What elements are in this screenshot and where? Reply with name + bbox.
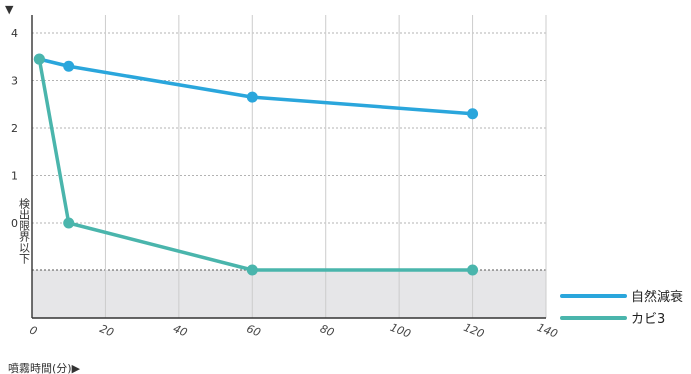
series-2-point-2 [63, 217, 75, 229]
grid-layer [32, 15, 547, 318]
series-1-point-3 [246, 91, 258, 103]
x-tick-label-40: 40 [171, 322, 189, 339]
detection-limit-zone-group [32, 269, 546, 318]
legend-label-1: 自然減衰 [631, 289, 683, 305]
x-tick-label-60: 60 [245, 322, 263, 339]
legend-label-2: カビ3 [631, 312, 665, 327]
series-1-point-4 [467, 108, 479, 120]
y-axis-marker: ▼ [5, 3, 14, 16]
series-layer [33, 53, 479, 276]
x-tick-label-0: 0 [28, 323, 39, 338]
y-tick-label-4: 4 [11, 27, 18, 40]
series-2-point-3 [246, 264, 258, 276]
x-tick-label-140: 140 [535, 321, 559, 341]
detection-limit-zone [32, 270, 546, 318]
series-line-1 [37, 57, 475, 116]
series-1-point-2 [63, 60, 75, 72]
x-axis-title: 噴霧時間(分)▶ [8, 362, 81, 374]
detection-limit-label: 検出限界以下 [18, 197, 31, 265]
y-tick-label-3: 3 [11, 75, 18, 88]
x-tick-label-80: 80 [318, 322, 336, 339]
x-tick-label-100: 100 [388, 321, 412, 341]
y-tick-label-0: 0 [11, 217, 18, 230]
x-tick-label-120: 120 [462, 321, 486, 341]
series-line-2 [37, 57, 475, 272]
series-2-point-1 [33, 53, 45, 65]
series-2-point-4 [467, 264, 479, 276]
y-tick-label-2: 2 [11, 122, 18, 135]
x-tick-label-20: 20 [98, 322, 116, 339]
y-tick-label-1: 1 [11, 170, 18, 183]
